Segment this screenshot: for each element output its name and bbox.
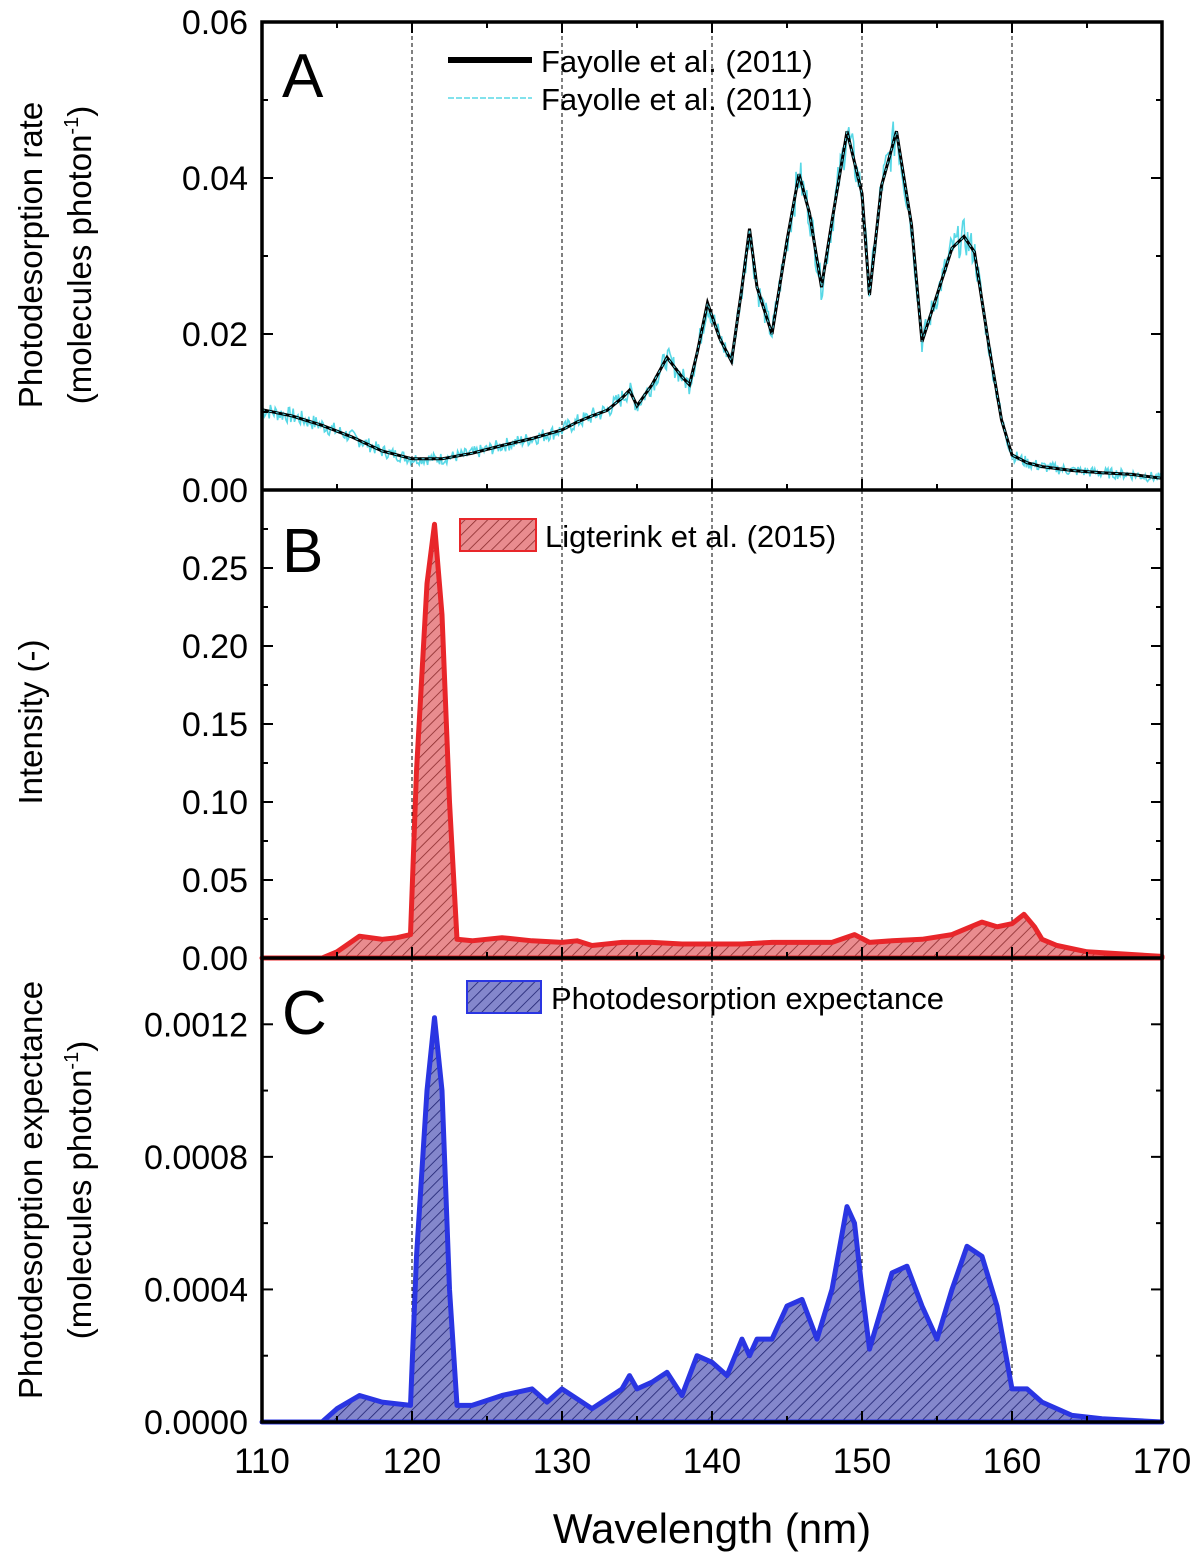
y-tick-label: 0.0004 <box>144 1271 248 1309</box>
y-tick-label: 0.25 <box>182 550 248 588</box>
legend-red-swatch <box>459 518 537 552</box>
y-tick-label: 0.20 <box>182 628 248 666</box>
x-axis-ticks: 110 120 130 140 150 160 170 <box>234 22 1191 1481</box>
panel-b-y-ticks: 0.00 0.05 0.10 0.15 0.20 0.25 <box>182 489 1162 978</box>
y-tick-label: 0.05 <box>182 862 248 900</box>
x-tick-label: 110 <box>234 1442 290 1481</box>
panel-c: 0.0000 0.0004 0.0008 0.0012 C Photodesorpti… <box>12 957 1165 1442</box>
panel-b: 0.00 0.05 0.10 0.15 0.20 0.25 B Ligterink et … <box>12 489 1165 978</box>
red-intensity-area <box>259 521 1165 961</box>
x-tick-label: 140 <box>683 1442 741 1481</box>
y-tick-label: 0.10 <box>182 784 248 822</box>
blue-expectance-area <box>259 1015 1165 1425</box>
x-tick-label: 170 <box>1133 1442 1191 1481</box>
x-axis-label: Wavelength (nm) <box>553 1505 871 1552</box>
panel-c-legend: Photodesorption expectance <box>466 980 944 1016</box>
x-tick-label: 160 <box>983 1442 1041 1481</box>
y-tick-label: 0.0012 <box>144 1006 248 1044</box>
legend-blue-swatch <box>466 980 542 1014</box>
panel-a-ylabel-line1: Photodesorption rate <box>12 102 49 408</box>
panel-b-letter: B <box>282 517 323 586</box>
panel-c-letter: C <box>282 979 327 1048</box>
cyan-noisy-series <box>261 121 1162 483</box>
panel-c-y-ticks: 0.0000 0.0004 0.0008 0.0012 <box>144 957 1162 1442</box>
panel-a-letter: A <box>282 42 324 111</box>
y-tick-label: 0.00 <box>182 940 248 978</box>
legend-label-black: Fayolle et al. (2011) <box>541 44 813 79</box>
panel-b-legend: Ligterink et al. (2015) <box>459 518 836 554</box>
y-tick-label: 0.06 <box>182 4 248 42</box>
y-tick-label: 0.00 <box>182 472 248 510</box>
panel-a-ylabel-line2: (molecules photon-1) <box>61 106 98 404</box>
y-tick-label: 0.15 <box>182 706 248 744</box>
legend-label-cyan: Fayolle et al. (2011) <box>541 82 813 117</box>
panel-c-ylabel-line1: Photodesorption expectance <box>12 981 49 1399</box>
panel-a-gridlines <box>411 22 1013 490</box>
legend-label-red: Ligterink et al. (2015) <box>545 519 836 554</box>
panel-a: 0.00 0.02 0.04 0.06 A Fayolle et al. (2011)… <box>12 4 1163 510</box>
legend-label-blue: Photodesorption expectance <box>551 981 944 1016</box>
panel-a-y-ticks: 0.00 0.02 0.04 0.06 <box>182 4 1162 510</box>
panel-a-legend: Fayolle et al. (2011) Fayolle et al. (20… <box>448 44 813 117</box>
panel-b-gridlines <box>411 490 1013 958</box>
panel-c-ylabel-line2: (molecules photon-1) <box>61 1041 98 1339</box>
y-tick-label: 0.02 <box>182 316 248 354</box>
black-series-dots <box>261 131 1163 479</box>
y-tick-label: 0.0008 <box>144 1139 248 1177</box>
x-tick-label: 150 <box>833 1442 891 1481</box>
x-tick-label: 130 <box>533 1442 591 1481</box>
x-tick-label: 120 <box>383 1442 441 1481</box>
panel-b-ylabel: Intensity (-) <box>12 639 49 804</box>
y-tick-label: 0.04 <box>182 160 248 198</box>
y-tick-label: 0.0000 <box>144 1404 248 1442</box>
